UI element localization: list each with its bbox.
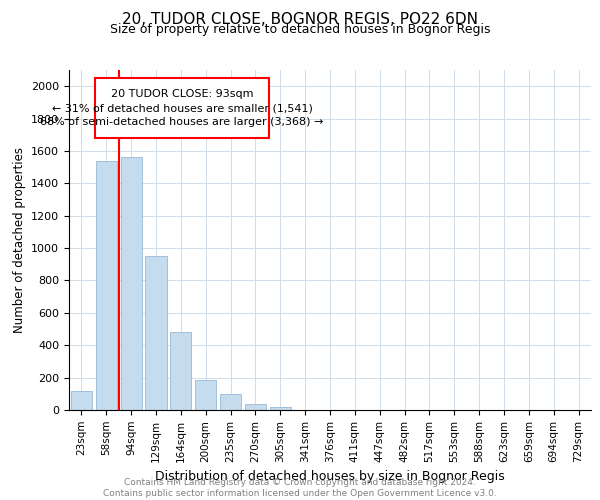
Text: Size of property relative to detached houses in Bognor Regis: Size of property relative to detached ho…	[110, 22, 490, 36]
Bar	[270, 407, 291, 410]
Bar	[195, 380, 216, 410]
Bar	[220, 394, 241, 410]
Text: 20, TUDOR CLOSE, BOGNOR REGIS, PO22 6DN: 20, TUDOR CLOSE, BOGNOR REGIS, PO22 6DN	[122, 12, 478, 28]
Text: 20 TUDOR CLOSE: 93sqm
← 31% of detached houses are smaller (1,541)
68% of semi-d: 20 TUDOR CLOSE: 93sqm ← 31% of detached …	[40, 89, 324, 127]
Text: Contains HM Land Registry data © Crown copyright and database right 2024.
Contai: Contains HM Land Registry data © Crown c…	[103, 478, 497, 498]
Bar	[170, 332, 191, 410]
Bar	[121, 156, 142, 410]
Bar	[145, 256, 167, 410]
Y-axis label: Number of detached properties: Number of detached properties	[13, 147, 26, 333]
Bar	[96, 160, 117, 410]
Bar	[245, 404, 266, 410]
Bar	[71, 392, 92, 410]
FancyBboxPatch shape	[95, 78, 269, 138]
X-axis label: Distribution of detached houses by size in Bognor Regis: Distribution of detached houses by size …	[155, 470, 505, 483]
